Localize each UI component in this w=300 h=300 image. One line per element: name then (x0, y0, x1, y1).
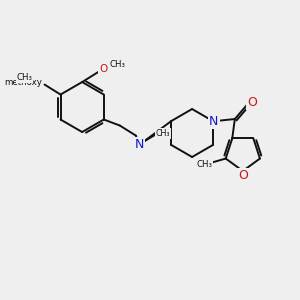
Text: methoxy: methoxy (4, 78, 43, 87)
Text: CH₃: CH₃ (197, 160, 213, 169)
Text: O: O (247, 95, 257, 109)
Text: O: O (238, 169, 248, 182)
Text: O: O (99, 64, 107, 74)
Text: O: O (34, 77, 43, 88)
Text: CH₃: CH₃ (16, 73, 32, 82)
Text: CH₃: CH₃ (155, 129, 170, 138)
Text: N: N (135, 138, 144, 151)
Text: CH₃: CH₃ (109, 60, 125, 69)
Text: N: N (209, 115, 218, 128)
